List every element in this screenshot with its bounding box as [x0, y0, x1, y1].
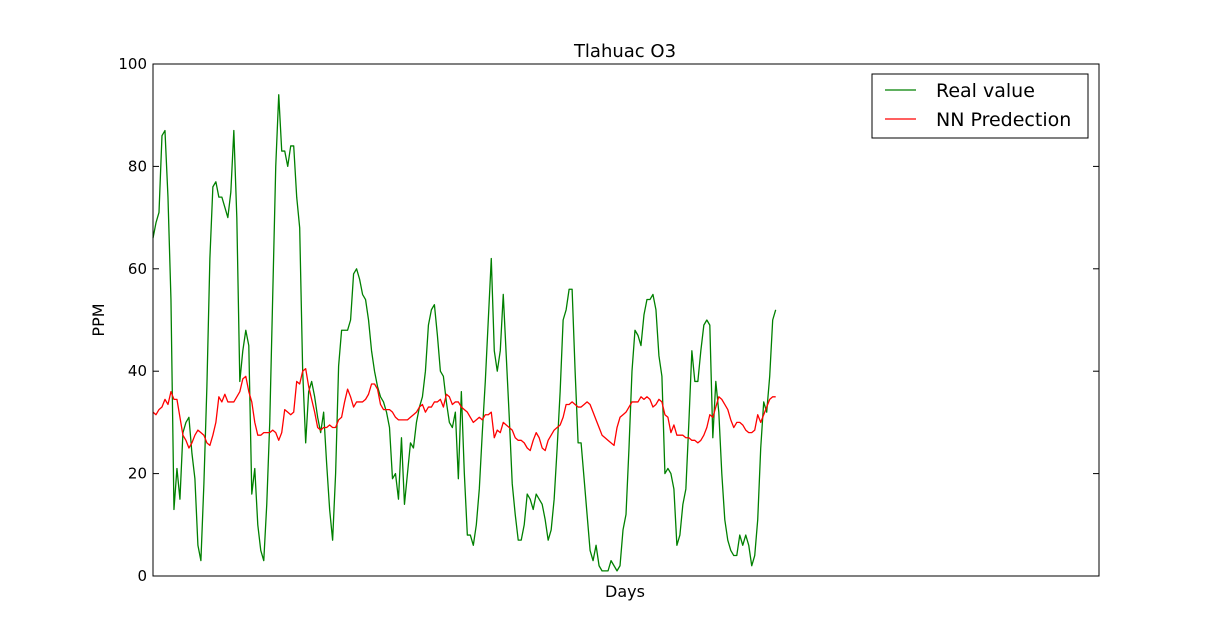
y-tick-label-100: 100 — [118, 55, 147, 73]
legend: Real value NN Predection — [871, 73, 1089, 139]
y-tick-label-60: 60 — [128, 260, 147, 278]
y-tick-label-40: 40 — [128, 362, 147, 380]
legend-entry-real-value: Real value — [936, 80, 1035, 102]
x-axis-label: Days — [605, 582, 645, 601]
legend-entry-nn-prediction: NN Predection — [936, 109, 1071, 131]
y-tick-label-0: 0 — [137, 567, 147, 585]
legend-box — [871, 73, 1089, 139]
y-axis-ticks: 0 20 40 60 80 100 — [118, 55, 1099, 585]
series-line-nn-predection — [152, 367, 776, 452]
y-tick-label-80: 80 — [128, 157, 147, 175]
series-line-real-value — [152, 94, 777, 572]
plot-frame — [152, 63, 1100, 577]
y-axis-label: PPM — [89, 303, 108, 336]
chart-title: Tlahuac O3 — [573, 41, 676, 62]
series-layer — [152, 94, 777, 572]
y-tick-label-20: 20 — [128, 465, 147, 483]
